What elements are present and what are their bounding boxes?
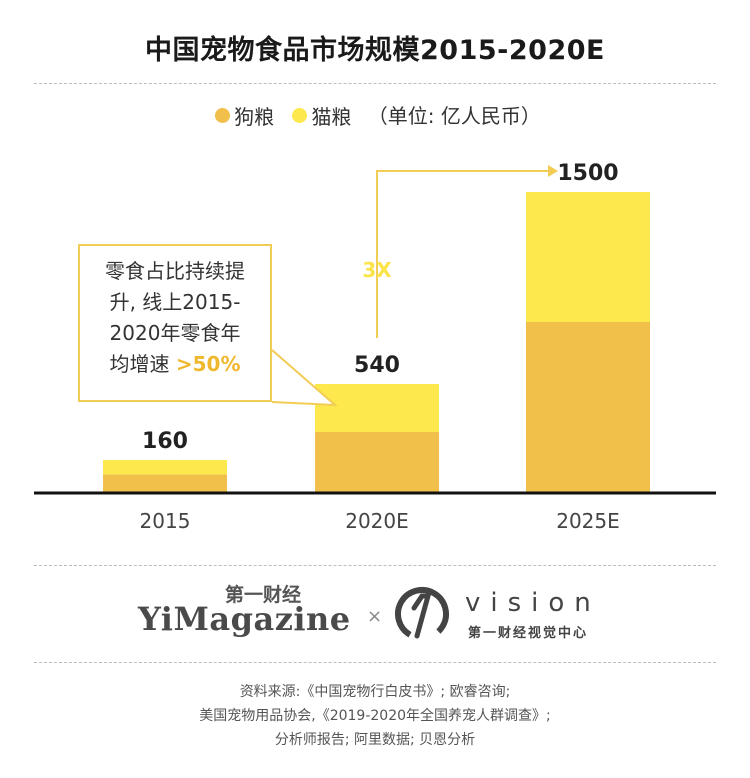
total-label-2015: 160	[142, 429, 188, 454]
legend-item-dog: 狗粮	[215, 101, 274, 130]
yimagazine-cn-logo: 第一财经	[225, 584, 302, 606]
annotation-line-4: 均增速 >50%	[88, 349, 262, 380]
annotation-callout: 零食占比持续提 升, 线上2015- 2020年零食年 均增速 >50%	[78, 244, 272, 402]
callout-pointer	[271, 349, 338, 407]
bars-group	[103, 192, 650, 492]
growth-arrow	[376, 170, 548, 338]
vision-wordmark: vision	[465, 588, 601, 618]
brand-separator: ×	[367, 606, 383, 627]
bar-2025e-series-1	[526, 192, 650, 322]
bar-2015-series-1	[103, 460, 227, 475]
chart-plot: 2015 2020E 2025E 160 540 1500 3X	[34, 161, 716, 533]
source-line-3: 分析师报告; 阿里数据; 贝恩分析	[274, 732, 476, 748]
bar-2025e-series-0	[526, 322, 650, 492]
total-labels: 160 540 1500	[142, 161, 619, 454]
divider-middle	[34, 565, 716, 566]
total-label-2020e: 540	[354, 353, 400, 378]
legend-swatch-dog	[215, 108, 231, 123]
divider-bottom	[34, 662, 716, 663]
annotation-line-2: 升, 线上2015-	[109, 290, 241, 314]
bar-2020e-series-0	[315, 432, 439, 492]
x-tick-2015: 2015	[140, 509, 191, 533]
annotation-line-1: 零食占比持续提	[105, 259, 245, 283]
legend-unit-note: （单位: 亿人民币）	[367, 104, 541, 128]
growth-label: 3X	[362, 258, 392, 282]
bar-2020e-series-1	[315, 384, 439, 432]
legend-swatch-cat	[292, 108, 308, 123]
bar-2015-series-0	[103, 474, 227, 492]
source-note: 资料来源:《中国宠物行白皮书》; 欧睿咨询; 美国宠物用品协会,《2019-20…	[0, 680, 750, 752]
legend-item-cat: 猫粮	[292, 101, 351, 130]
yimagazine-logo: YiMagazine	[138, 600, 351, 638]
x-tick-labels: 2015 2020E 2025E	[140, 509, 620, 533]
divider-top	[34, 83, 716, 84]
annotation-highlight: >50%	[175, 352, 241, 376]
legend: 狗粮 猫粮 （单位: 亿人民币）	[0, 100, 750, 130]
vision-logo-icon	[395, 587, 450, 641]
annotation-line-3: 2020年零食年	[109, 321, 241, 345]
chart-title: 中国宠物食品市场规模2015-2020E	[145, 35, 605, 66]
annotation-prefix: 均增速	[109, 352, 176, 376]
legend-label-dog: 狗粮	[234, 105, 275, 129]
x-tick-2020e: 2020E	[345, 509, 409, 533]
growth-arrowhead	[548, 165, 558, 177]
vision-cn-label: 第一财经视觉中心	[468, 626, 589, 641]
x-tick-2025e: 2025E	[556, 509, 620, 533]
source-line-1: 资料来源:《中国宠物行白皮书》; 欧睿咨询;	[239, 684, 511, 700]
total-label-2025e: 1500	[557, 161, 618, 186]
source-line-2: 美国宠物用品协会,《2019-2020年全国养宠人群调查》;	[199, 708, 551, 724]
legend-label-cat: 猫粮	[311, 105, 352, 129]
